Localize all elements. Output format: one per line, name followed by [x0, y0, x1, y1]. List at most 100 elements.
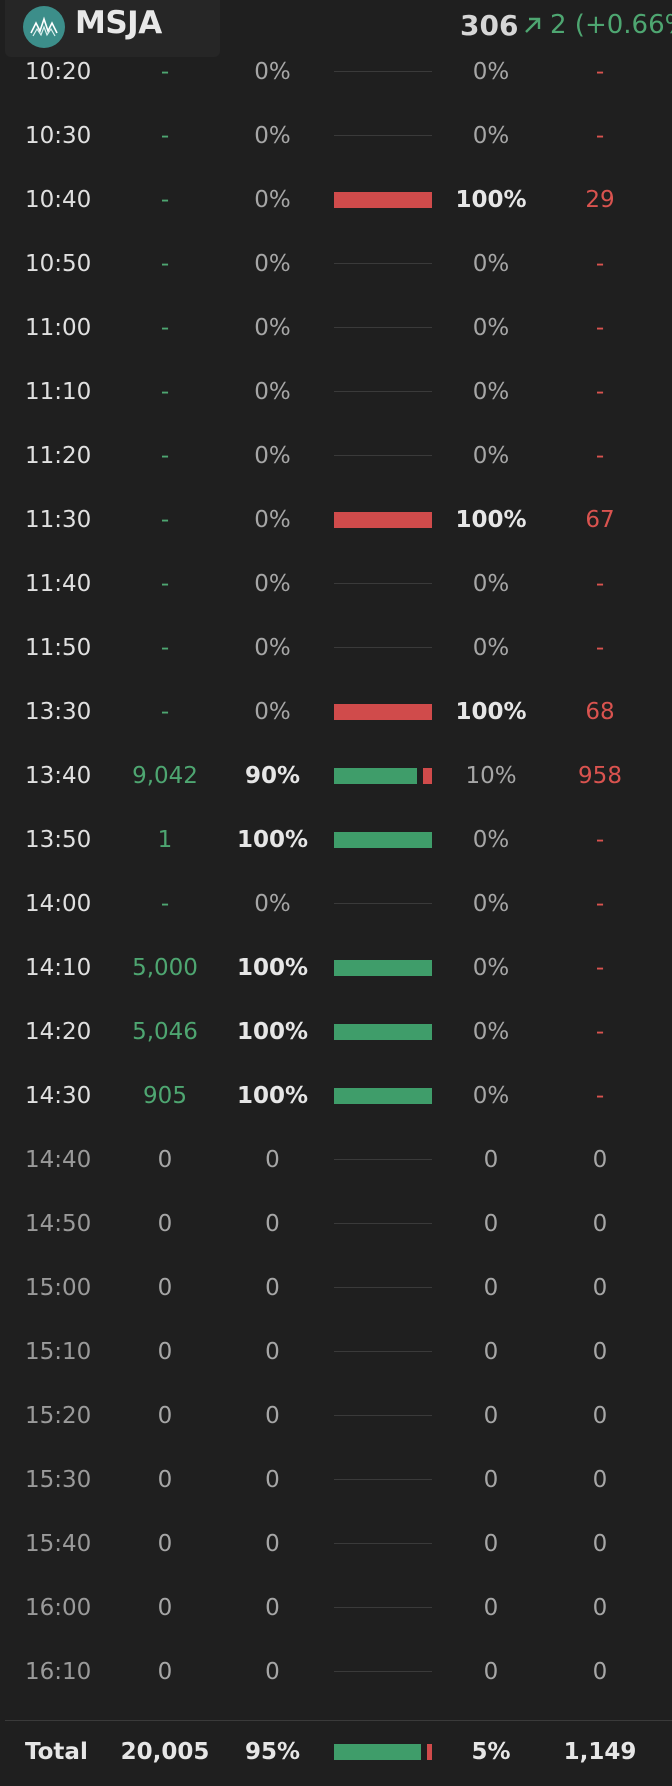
buy-percent: 0%	[254, 379, 291, 405]
total-sell-volume: 1,149	[563, 1739, 637, 1765]
sell-percent: 100%	[455, 187, 527, 213]
ratio-bar-track	[334, 263, 432, 264]
buy-volume: -	[160, 187, 170, 213]
ratio-bar	[334, 680, 432, 744]
buy-volume: -	[160, 891, 170, 917]
ratio-bar-track	[334, 455, 432, 456]
row-time: 11:20	[25, 443, 92, 469]
table-row: 11:40 - 0% 0% -	[0, 552, 672, 616]
table-row: 10:40 - 0% 100% 29	[0, 168, 672, 232]
buy-volume: -	[160, 635, 170, 661]
sell-volume: -	[595, 827, 605, 853]
buy-percent: 100%	[236, 1019, 309, 1045]
ratio-bar	[334, 232, 432, 296]
sell-percent: 10%	[465, 763, 517, 789]
row-time: 10:30	[25, 123, 92, 149]
row-time: 13:50	[25, 827, 92, 853]
table-row: 11:20 - 0% 0% -	[0, 424, 672, 488]
buy-percent: 0	[265, 1339, 280, 1365]
buy-percent: 0	[265, 1595, 280, 1621]
sell-volume: -	[595, 443, 605, 469]
sell-volume: 0	[592, 1275, 608, 1301]
buy-percent: 0%	[254, 571, 291, 597]
buy-volume: 5,000	[132, 955, 198, 981]
ratio-bar-track	[334, 327, 432, 328]
row-time: 13:40	[25, 763, 92, 789]
table-row: 14:00 - 0% 0% -	[0, 872, 672, 936]
table-row: 14:30 905 100% 0% -	[0, 1064, 672, 1128]
row-time: 11:40	[25, 571, 92, 597]
sell-volume: 0	[592, 1339, 608, 1365]
row-time: 14:20	[25, 1019, 92, 1045]
sell-percent: 0%	[472, 635, 510, 661]
sell-percent: 0%	[472, 251, 510, 277]
table-row: 13:40 9,042 90% 10% 958	[0, 744, 672, 808]
ratio-bar	[334, 1320, 432, 1384]
stock-badge[interactable]: MSJA	[5, 0, 220, 57]
buy-volume: 9,042	[132, 763, 198, 789]
buy-volume: 905	[143, 1083, 187, 1109]
sell-percent: 0	[483, 1531, 499, 1557]
ratio-bar	[334, 1640, 432, 1704]
arrow-up-right-icon	[522, 14, 544, 40]
ratio-bar	[334, 1192, 432, 1256]
buy-percent: 0%	[254, 315, 291, 341]
sell-ratio-bar	[334, 192, 432, 208]
sell-volume: 0	[592, 1467, 608, 1493]
buy-percent: 0	[265, 1659, 280, 1685]
ratio-bar-track	[334, 1543, 432, 1544]
buy-volume: 0	[157, 1339, 173, 1365]
row-time: 14:40	[25, 1147, 92, 1173]
ratio-bar-track	[334, 1479, 432, 1480]
total-divider	[5, 1720, 672, 1721]
sell-percent: 0%	[472, 827, 510, 853]
sell-percent: 0%	[472, 315, 510, 341]
sell-volume: -	[595, 379, 605, 405]
sell-ratio-bar	[423, 768, 432, 784]
ratio-bar	[334, 296, 432, 360]
buy-percent: 0%	[254, 59, 291, 85]
row-time: 15:30	[25, 1467, 92, 1493]
table-row: 13:50 1 100% 0% -	[0, 808, 672, 872]
table-row: 11:50 - 0% 0% -	[0, 616, 672, 680]
ratio-bar-track	[334, 1223, 432, 1224]
ratio-bar-track	[334, 1415, 432, 1416]
ratio-bar	[334, 1576, 432, 1640]
buy-percent: 0	[265, 1403, 280, 1429]
sell-percent: 0	[483, 1211, 499, 1237]
ratio-bar	[334, 1512, 432, 1576]
buy-percent: 0	[265, 1275, 280, 1301]
header: MSJA 306 2 (+0.66%)	[0, 0, 672, 57]
buy-volume: 0	[157, 1467, 173, 1493]
buy-volume: -	[160, 123, 170, 149]
last-price: 306	[460, 9, 519, 42]
row-time: 10:20	[25, 59, 92, 85]
sell-percent: 0	[483, 1467, 499, 1493]
buy-ratio-bar	[334, 768, 417, 784]
ratio-bar	[334, 616, 432, 680]
ratio-bar	[334, 936, 432, 1000]
ratio-bar-track	[334, 1351, 432, 1352]
total-buy-percent: 95%	[244, 1739, 301, 1765]
buy-percent: 0%	[254, 443, 291, 469]
ratio-bar	[334, 424, 432, 488]
buy-volume: -	[160, 379, 170, 405]
buy-ratio-bar	[334, 1024, 432, 1040]
buy-percent: 0%	[254, 251, 291, 277]
ratio-bar	[334, 1064, 432, 1128]
sell-percent: 100%	[455, 507, 527, 533]
sell-volume: -	[595, 315, 605, 341]
ratio-bar-track	[334, 1671, 432, 1672]
ratio-bar-track	[334, 1287, 432, 1288]
table-row: 15:00 0 0 0 0	[0, 1256, 672, 1320]
table-row: 13:30 - 0% 100% 68	[0, 680, 672, 744]
total-sell-bar	[427, 1744, 432, 1760]
buy-volume: -	[160, 59, 170, 85]
table-row: 15:20 0 0 0 0	[0, 1384, 672, 1448]
sell-volume: 0	[592, 1531, 608, 1557]
row-time: 14:50	[25, 1211, 92, 1237]
sell-volume: -	[595, 635, 605, 661]
buy-volume: 0	[157, 1659, 173, 1685]
table-row: 10:30 - 0% 0% -	[0, 104, 672, 168]
row-time: 14:10	[25, 955, 92, 981]
